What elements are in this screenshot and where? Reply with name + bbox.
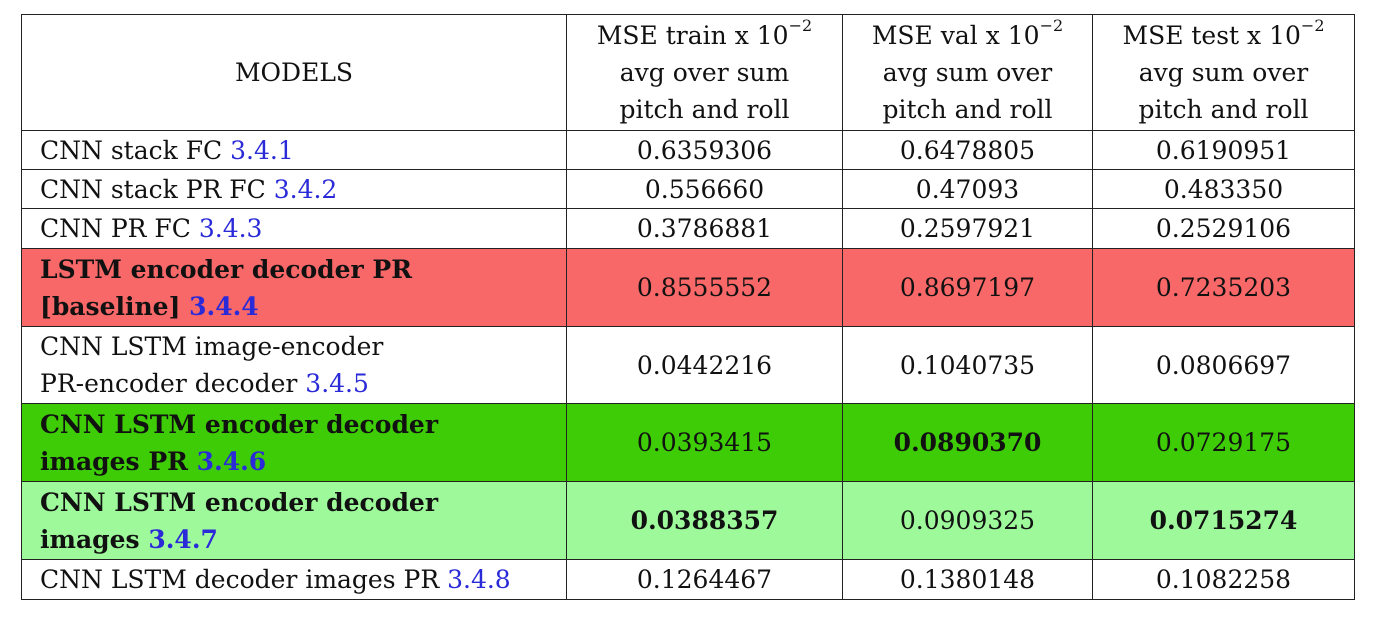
mse-test-cell: 0.0729175	[1092, 403, 1355, 482]
model-name: LSTM encoder decoder PR [baseline] 3.4.4	[21, 248, 567, 327]
header-mse-val: MSE val x 10−2 avg sum over pitch and ro…	[842, 14, 1093, 131]
mse-train-cell-best: 0.0388357	[566, 481, 843, 560]
table-row-best-val: CNN LSTM encoder decoder images PR 3.4.6 …	[21, 403, 1355, 482]
mse-val-cell: 0.2597921	[842, 208, 1093, 249]
mse-val-cell: 0.1380148	[842, 559, 1093, 600]
table-row-baseline: LSTM encoder decoder PR [baseline] 3.4.4 …	[21, 248, 1355, 327]
model-name: CNN LSTM image-encoder PR-encoder decoder…	[21, 326, 567, 404]
section-link[interactable]: 3.4.2	[273, 174, 338, 204]
mse-val-cell: 0.1040735	[842, 326, 1093, 404]
mse-val-cell-best: 0.0890370	[842, 403, 1093, 482]
mse-test-cell: 0.0806697	[1092, 326, 1355, 404]
model-name: CNN LSTM decoder images PR 3.4.8	[21, 559, 567, 600]
results-table: MODELS MSE train x 10−2 avg over sum pit…	[21, 14, 1355, 600]
header-models: MODELS	[21, 14, 567, 131]
model-name: CNN LSTM encoder decoder images PR 3.4.6	[21, 403, 567, 482]
header-mse-test: MSE test x 10−2 avg sum over pitch and r…	[1092, 14, 1355, 131]
mse-train-cell: 0.8555552	[566, 248, 843, 327]
table-row: CNN LSTM decoder images PR 3.4.8 0.12644…	[21, 559, 1355, 600]
mse-val-cell: 0.6478805	[842, 130, 1093, 170]
table-row: CNN PR FC 3.4.3 0.3786881 0.2597921 0.25…	[21, 208, 1355, 249]
section-link[interactable]: 3.4.4	[189, 291, 259, 321]
mse-train-cell: 0.0393415	[566, 403, 843, 482]
model-name: CNN stack PR FC 3.4.2	[21, 169, 567, 209]
mse-test-cell: 0.483350	[1092, 169, 1355, 209]
section-link[interactable]: 3.4.1	[230, 135, 294, 165]
model-name: CNN stack FC 3.4.1	[21, 130, 567, 170]
table-row: CNN stack PR FC 3.4.2 0.556660 0.47093 0…	[21, 169, 1355, 209]
mse-train-cell: 0.556660	[566, 169, 843, 209]
mse-test-cell: 0.6190951	[1092, 130, 1355, 170]
mse-train-cell: 0.6359306	[566, 130, 843, 170]
mse-test-cell: 0.7235203	[1092, 248, 1355, 327]
section-link[interactable]: 3.4.3	[198, 214, 263, 243]
model-name: CNN LSTM encoder decoder images 3.4.7	[21, 481, 567, 560]
section-link[interactable]: 3.4.8	[447, 565, 511, 594]
table-row: CNN LSTM image-encoder PR-encoder decoder…	[21, 326, 1355, 404]
mse-test-cell: 0.2529106	[1092, 208, 1355, 249]
section-link[interactable]: 3.4.6	[196, 446, 267, 476]
section-link[interactable]: 3.4.5	[305, 369, 369, 398]
header-mse-train: MSE train x 10−2 avg over sum pitch and …	[566, 14, 843, 131]
mse-train-cell: 0.0442216	[566, 326, 843, 404]
results-table-container: MODELS MSE train x 10−2 avg over sum pit…	[21, 14, 1355, 600]
section-link[interactable]: 3.4.7	[148, 524, 218, 554]
model-name: CNN PR FC 3.4.3	[21, 208, 567, 249]
mse-train-cell: 0.1264467	[566, 559, 843, 600]
mse-train-cell: 0.3786881	[566, 208, 843, 249]
mse-test-cell-best: 0.0715274	[1092, 481, 1355, 560]
mse-test-cell: 0.1082258	[1092, 559, 1355, 600]
mse-val-cell: 0.47093	[842, 169, 1093, 209]
mse-val-cell: 0.0909325	[842, 481, 1093, 560]
table-row: CNN stack FC 3.4.1 0.6359306 0.6478805 0…	[21, 130, 1355, 170]
header-row: MODELS MSE train x 10−2 avg over sum pit…	[21, 14, 1355, 131]
mse-val-cell: 0.8697197	[842, 248, 1093, 327]
table-row-best-train-test: CNN LSTM encoder decoder images 3.4.7 0.0…	[21, 481, 1355, 560]
